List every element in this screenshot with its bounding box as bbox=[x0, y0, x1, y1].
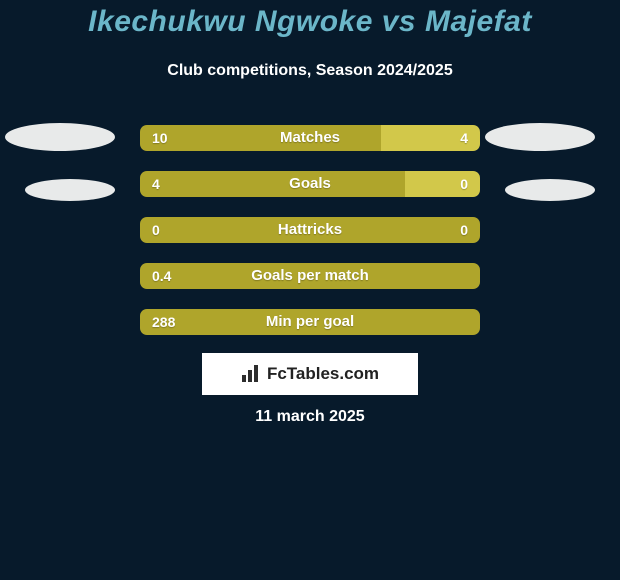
stat-bar-label: Goals bbox=[140, 171, 480, 197]
stat-bar-right-value: 4 bbox=[460, 125, 468, 151]
subtitle: Club competitions, Season 2024/2025 bbox=[0, 62, 620, 80]
player-ellipse bbox=[5, 123, 115, 151]
stat-bar: Hattricks0 0 bbox=[140, 217, 480, 243]
player-ellipse bbox=[505, 179, 595, 201]
stat-bar-left-value: 4 bbox=[152, 171, 160, 197]
stat-bar: Goals per match0.4 bbox=[140, 263, 480, 289]
stat-bar: Min per goal288 bbox=[140, 309, 480, 335]
stat-bar-left-value: 288 bbox=[152, 309, 175, 335]
stat-bar-label: Hattricks bbox=[140, 217, 480, 243]
logo-text: FcTables.com bbox=[267, 364, 379, 383]
stat-bar-label: Min per goal bbox=[140, 309, 480, 335]
stat-bar-label: Matches bbox=[140, 125, 480, 151]
stat-bar-label: Goals per match bbox=[140, 263, 480, 289]
stat-bar-left-value: 0 bbox=[152, 217, 160, 243]
stat-bar-left-value: 0.4 bbox=[152, 263, 171, 289]
player-ellipse bbox=[485, 123, 595, 151]
stat-bar-left-value: 10 bbox=[152, 125, 168, 151]
stat-bar-right-value: 0 bbox=[460, 171, 468, 197]
page-title: Ikechukwu Ngwoke vs Majefat bbox=[0, 5, 620, 39]
date-line: 11 march 2025 bbox=[0, 408, 620, 426]
bars-icon bbox=[241, 363, 261, 383]
logo-box: FcTables.com bbox=[202, 353, 418, 395]
stat-bar: Matches10 4 bbox=[140, 125, 480, 151]
stat-bar-right-value: 0 bbox=[460, 217, 468, 243]
player-ellipse bbox=[25, 179, 115, 201]
stat-bar: Goals4 0 bbox=[140, 171, 480, 197]
